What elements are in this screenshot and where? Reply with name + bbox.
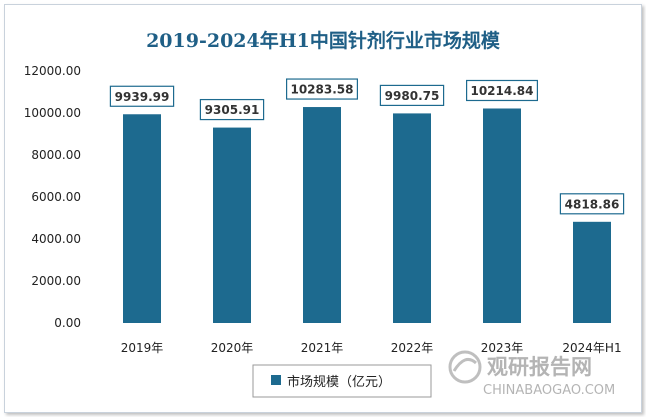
bar: [123, 114, 161, 323]
y-tick-label: 0.00: [54, 316, 81, 330]
x-tick-label: 2023年: [481, 341, 524, 355]
watermark-cn: 观研报告网: [487, 355, 592, 379]
bars: [123, 107, 611, 323]
watermark: 观研报告网 CHINABAOGAO.COM: [448, 350, 615, 398]
x-tick-label: 2022年: [391, 341, 434, 355]
chart-frame: 2019-2024年H1中国针剂行业市场规模 0.00 2000.00 4000.0…: [4, 4, 642, 413]
data-label-box: [109, 85, 175, 107]
y-tick-label: 6000.00: [31, 190, 81, 204]
data-label: 9939.99: [115, 90, 170, 104]
data-label-box: [559, 193, 625, 215]
y-tick-label: 2000.00: [31, 274, 81, 288]
x-tick-label: 2021年: [301, 341, 344, 355]
data-label-box: [199, 98, 265, 121]
y-tick-label: 12000.00: [24, 64, 81, 78]
data-label: 10214.84: [470, 84, 533, 98]
legend-swatch: [271, 375, 281, 385]
bar: [393, 113, 431, 323]
watermark-logo-icon: [448, 350, 482, 384]
legend-box: [252, 364, 432, 398]
y-tick-label: 4000.00: [31, 232, 81, 246]
bar: [213, 127, 251, 323]
bar: [303, 107, 341, 323]
data-label: 9305.91: [205, 103, 260, 117]
data-label: 10283.58: [290, 83, 353, 97]
legend-label: 市场规模（亿元）: [287, 374, 391, 390]
watermark-en: CHINABAOGAO.COM: [483, 383, 615, 398]
data-label: 4818.86: [565, 197, 620, 211]
bar: [483, 108, 521, 323]
y-axis: 0.00 2000.00 4000.00 6000.00 8000.00 10000.00…: [24, 64, 81, 330]
data-labels: 9939.99 9305.91 10283.58 9980.75 10214.84 481…: [109, 78, 625, 215]
chart-title: 2019-2024年H1中国针剂行业市场规模: [146, 29, 501, 52]
y-tick-label: 8000.00: [31, 148, 81, 162]
bar: [573, 221, 611, 323]
data-label-box: [379, 84, 445, 107]
y-tick-label: 10000.00: [24, 106, 81, 120]
x-tick-label: 2024年H1: [562, 341, 621, 355]
x-tick-label: 2019年: [121, 341, 164, 355]
data-label: 9980.75: [385, 89, 440, 103]
bar-chart: 2019-2024年H1中国针剂行业市场规模 0.00 2000.00 4000.0…: [24, 29, 625, 398]
x-axis: 2019年 2020年 2021年 2022年 2023年 2024年H1: [121, 341, 622, 355]
legend: 市场规模（亿元）: [252, 364, 432, 398]
data-label-box: [286, 78, 359, 100]
x-tick-label: 2020年: [211, 341, 254, 355]
data-label-box: [466, 79, 539, 102]
